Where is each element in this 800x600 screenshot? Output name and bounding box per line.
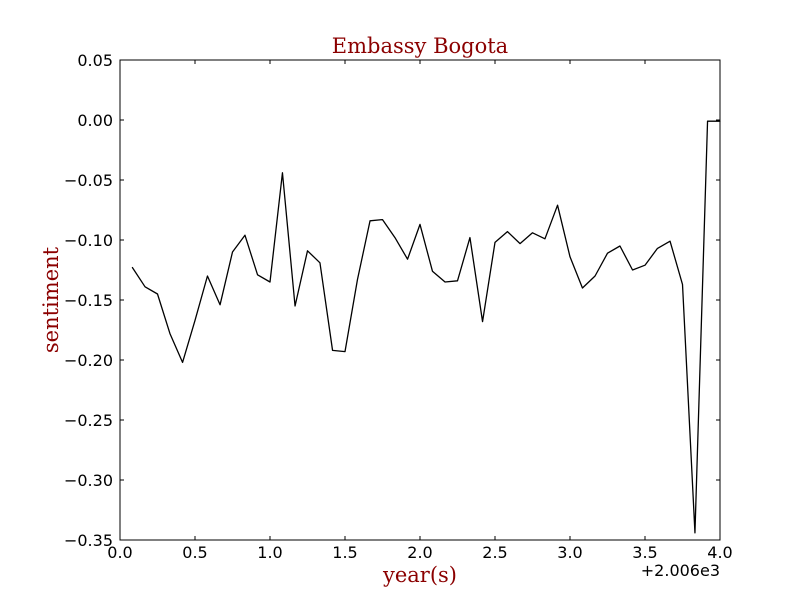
x-tick-label: 4.0 — [707, 543, 732, 562]
y-tick-label: −0.30 — [64, 471, 113, 490]
y-tick-label: −0.10 — [64, 231, 113, 250]
y-tick-label: −0.25 — [64, 411, 113, 430]
sentiment-line — [131, 120, 721, 534]
x-tick-label: 2.5 — [482, 543, 507, 562]
y-tick-label: −0.20 — [64, 351, 113, 370]
x-tick-label: 1.0 — [257, 543, 282, 562]
y-axis: 0.05 0.00 −0.05 −0.10 −0.15 −0.20 −0.25 −0.30 −0… — [64, 51, 720, 550]
y-tick-label: −0.05 — [64, 171, 113, 190]
x-tick-label: 2.0 — [407, 543, 432, 562]
x-tick-label: 0.5 — [182, 543, 207, 562]
x-axis: 0.0 0.5 1.0 1.5 2.0 2.5 3.0 3.5 4.0 — [107, 60, 733, 562]
x-tick-label: 3.5 — [632, 543, 657, 562]
y-tick-label: −0.15 — [64, 291, 113, 310]
y-tick-label: 0.00 — [77, 111, 113, 130]
y-axis-label: sentiment — [39, 246, 63, 353]
x-tick-label: 1.5 — [332, 543, 357, 562]
y-tick-label: −0.35 — [64, 531, 113, 550]
x-tick-label: 0.0 — [107, 543, 132, 562]
y-tick-label: 0.05 — [77, 51, 113, 70]
x-axis-offset-label: +2.006e3 — [641, 561, 720, 580]
chart-title: Embassy Bogota — [332, 34, 508, 58]
plot-area — [119, 59, 721, 541]
x-axis-label: year(s) — [382, 563, 457, 587]
x-tick-label: 3.0 — [557, 543, 582, 562]
